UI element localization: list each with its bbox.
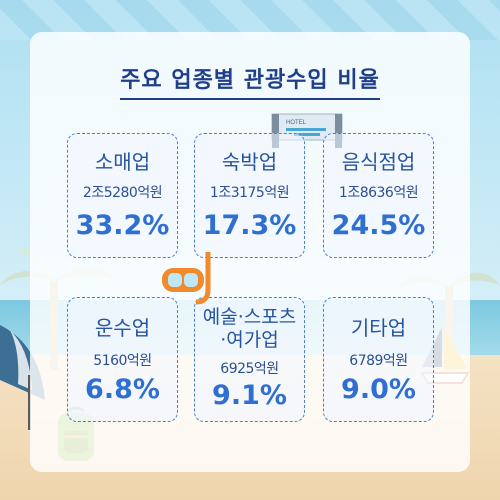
card-amount: 6925억원 xyxy=(220,361,279,377)
snorkel-mask-icon xyxy=(162,252,211,305)
card-title: 운수업 xyxy=(94,316,151,340)
stat-card-transport: 운수업 5160억원 6.8% xyxy=(67,297,178,422)
card-title: 소매업 xyxy=(94,150,151,174)
card-amount: 6789억원 xyxy=(349,353,408,369)
card-title: 예술·스포츠 ·여가업 xyxy=(195,306,304,352)
stat-card-retail: 소매업 2조5280억원 33.2% xyxy=(67,133,178,258)
card-amount: 2조5280억원 xyxy=(82,185,163,201)
stat-card-restaurant: 음식점업 1조8636억원 24.5% xyxy=(323,133,434,258)
card-percent: 24.5% xyxy=(331,210,426,241)
card-percent: 6.8% xyxy=(85,374,160,405)
card-title-line: 예술·스포츠 xyxy=(202,306,297,328)
card-percent: 9.1% xyxy=(212,380,287,411)
card-percent: 33.2% xyxy=(75,210,170,241)
card-percent: 17.3% xyxy=(202,210,297,241)
stat-card-other: 기타업 6789억원 9.0% xyxy=(323,297,434,422)
stat-card-arts-sports: 예술·스포츠 ·여가업 6925억원 9.1% xyxy=(194,297,305,422)
page-title: 주요 업종별 관광수입 비율 xyxy=(30,62,470,100)
card-title: 기타업 xyxy=(350,316,407,340)
card-title: 숙박업 xyxy=(221,150,278,174)
stat-card-lodging: 숙박업 1조3175억원 17.3% xyxy=(194,133,305,258)
card-amount: 1조8636억원 xyxy=(338,185,419,201)
svg-text:HOTEL: HOTEL xyxy=(286,120,307,126)
card-title-line: ·여가업 xyxy=(220,329,279,351)
card-percent: 9.0% xyxy=(341,374,416,405)
card-amount: 5160억원 xyxy=(93,353,152,369)
card-title: 음식점업 xyxy=(341,150,416,174)
card-amount: 1조3175억원 xyxy=(209,185,290,201)
